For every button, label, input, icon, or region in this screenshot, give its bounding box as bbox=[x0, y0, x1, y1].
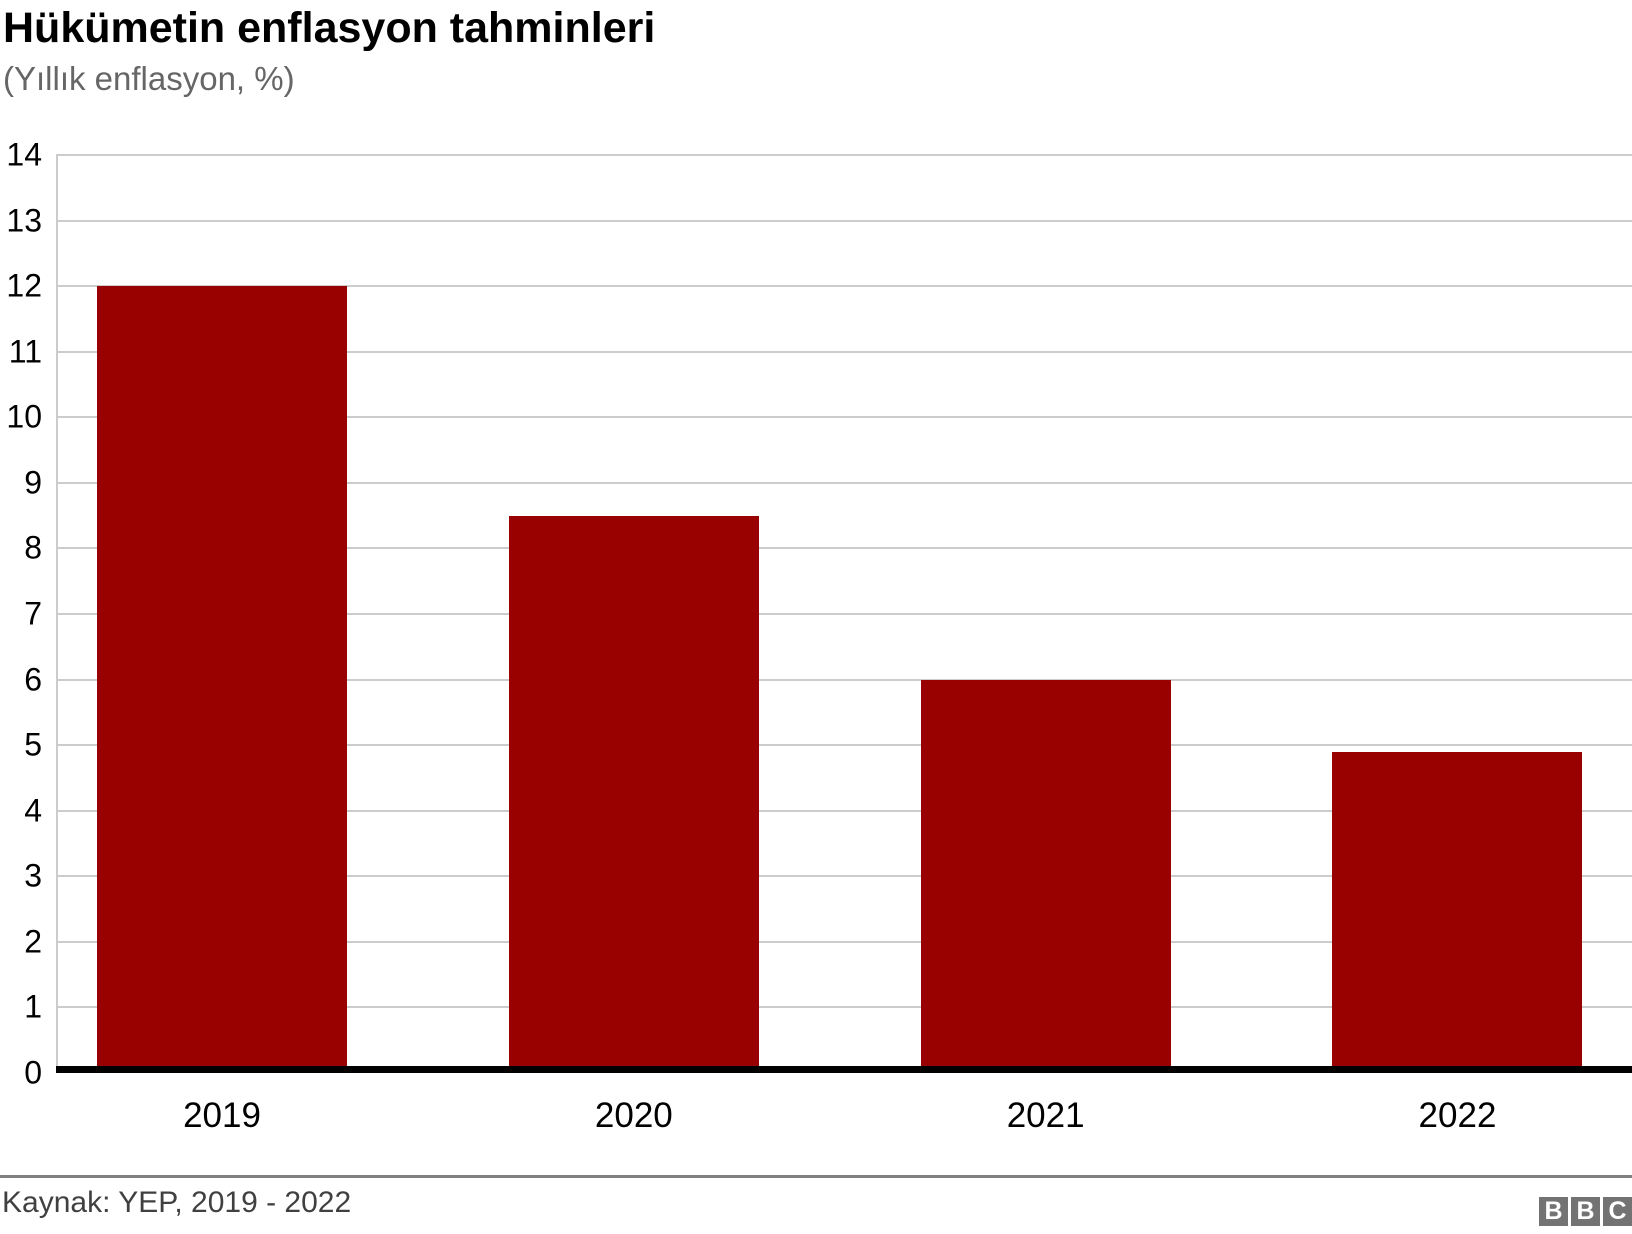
x-tick-label-2020: 2020 bbox=[594, 1096, 673, 1135]
x-axis-tick-labels: 2019 2020 2021 2022 bbox=[56, 1096, 1632, 1140]
source-text: Kaynak: YEP, 2019 - 2022 bbox=[2, 1186, 352, 1219]
x-axis-line bbox=[56, 1066, 1632, 1073]
y-tick-label-6: 6 bbox=[24, 661, 42, 698]
y-tick-label-10: 10 bbox=[6, 398, 42, 435]
x-tick-label-2021: 2021 bbox=[1006, 1096, 1085, 1135]
y-tick-label-7: 7 bbox=[24, 595, 42, 632]
y-axis-line bbox=[56, 155, 58, 1073]
gridline-1 bbox=[56, 1006, 1632, 1009]
y-tick-label-14: 14 bbox=[6, 136, 42, 173]
y-axis-tick-labels: 0 1 2 3 4 5 6 7 8 9 10 11 12 13 14 bbox=[0, 137, 42, 1091]
y-tick-label-1: 1 bbox=[24, 988, 42, 1025]
gridline-6 bbox=[56, 678, 1632, 681]
bbc-logo-letter-b: B bbox=[1539, 1197, 1568, 1226]
plot-area bbox=[56, 154, 1632, 1073]
x-tick-label-2022: 2022 bbox=[1418, 1096, 1497, 1135]
gridline-2 bbox=[56, 940, 1632, 943]
chart-subtitle: (Yıllık enflasyon, %) bbox=[3, 60, 295, 97]
gridline-9 bbox=[56, 481, 1632, 484]
y-tick-label-0: 0 bbox=[24, 1054, 42, 1091]
gridline-5 bbox=[56, 744, 1632, 747]
gridline-3 bbox=[56, 875, 1632, 878]
y-tick-label-4: 4 bbox=[24, 792, 42, 829]
y-tick-label-5: 5 bbox=[24, 726, 42, 763]
y-tick-label-13: 13 bbox=[6, 202, 42, 239]
y-tick-label-12: 12 bbox=[6, 267, 42, 304]
chart-title: Hükümetin enflasyon tahminleri bbox=[3, 4, 656, 52]
gridline-11 bbox=[56, 350, 1632, 353]
y-tick-label-8: 8 bbox=[24, 529, 42, 566]
bar-2022 bbox=[1332, 751, 1583, 1073]
y-tick-label-2: 2 bbox=[24, 923, 42, 960]
gridline-12 bbox=[56, 285, 1632, 288]
gridline-10 bbox=[56, 416, 1632, 419]
bar-2021 bbox=[920, 679, 1171, 1073]
footer-separator bbox=[0, 1175, 1632, 1178]
y-tick-label-3: 3 bbox=[24, 857, 42, 894]
bar-2019 bbox=[97, 286, 347, 1073]
gridline-7 bbox=[56, 613, 1632, 615]
y-tick-label-11: 11 bbox=[8, 333, 42, 370]
bbc-logo-letter-b: B bbox=[1571, 1197, 1600, 1226]
y-tick-label-9: 9 bbox=[24, 464, 42, 501]
bar-2020 bbox=[508, 515, 759, 1073]
x-tick-label-2019: 2019 bbox=[183, 1096, 261, 1135]
gridline-4 bbox=[56, 809, 1632, 812]
gridline-13 bbox=[56, 219, 1632, 222]
gridline-8 bbox=[56, 547, 1632, 550]
bbc-logo-letter-c: C bbox=[1603, 1197, 1632, 1226]
gridline-14 bbox=[56, 154, 1632, 156]
